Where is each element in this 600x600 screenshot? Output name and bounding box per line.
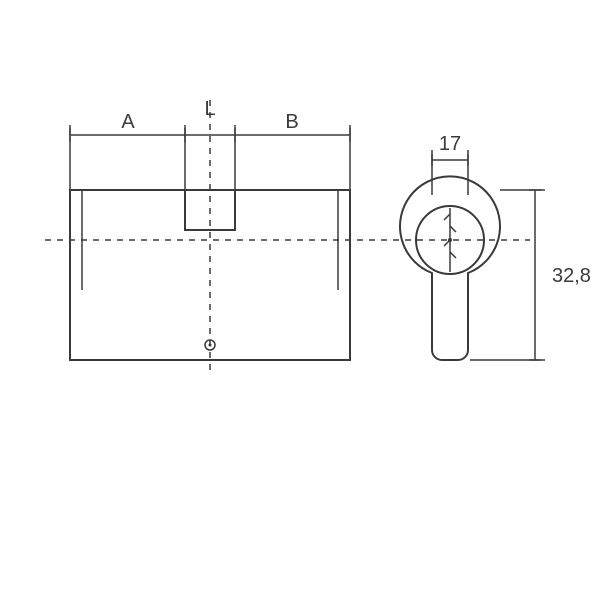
label-a: A (121, 111, 135, 133)
label-328: 32,8 (552, 265, 591, 287)
side-dimensions (70, 100, 350, 370)
side-view (70, 190, 350, 360)
end-view (400, 176, 500, 360)
label-b: B (285, 111, 298, 133)
cylinder-body (70, 190, 350, 360)
dim-328 (470, 190, 545, 360)
label-17: 17 (439, 133, 461, 155)
label-l: L (204, 98, 215, 120)
cylinder-technical-drawing: A L B 17 32,8 (0, 0, 600, 600)
dim-17 (432, 150, 468, 195)
